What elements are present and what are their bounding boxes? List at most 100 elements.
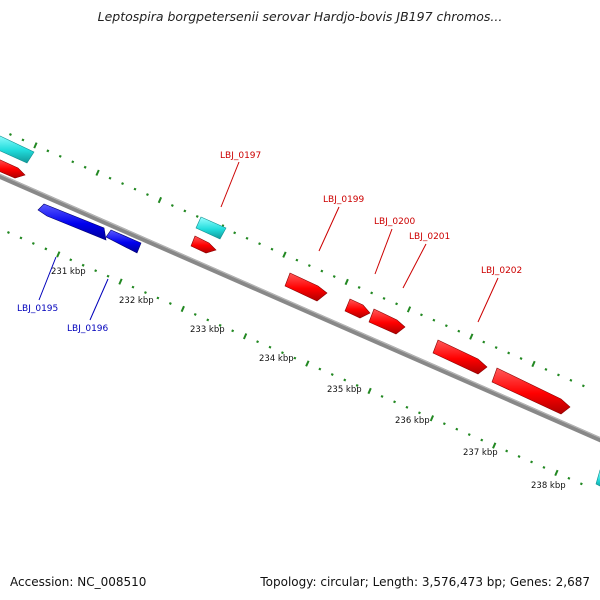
forward-cds-arrow[interactable] bbox=[0, 158, 26, 179]
gene-label-lbj-0201[interactable]: LBJ_0201 bbox=[409, 232, 450, 242]
major-tick bbox=[305, 360, 310, 367]
scale-label: 238 kbp bbox=[531, 481, 566, 491]
minor-tick bbox=[318, 367, 322, 371]
minor-tick bbox=[332, 275, 336, 278]
minor-tick bbox=[71, 160, 75, 164]
minor-tick bbox=[417, 411, 421, 415]
minor-tick bbox=[183, 209, 187, 213]
label-leaders bbox=[38, 161, 499, 323]
minor-tick bbox=[218, 323, 222, 327]
minor-tick bbox=[393, 400, 397, 404]
minor-tick bbox=[395, 302, 399, 306]
minor-tick bbox=[419, 313, 423, 317]
accession-text: Accession: NC_008510 bbox=[10, 575, 147, 589]
scale-labels: 231 kbp 232 kbp 233 kbp 234 kbp 235 kbp … bbox=[51, 267, 566, 491]
minor-tick bbox=[231, 329, 235, 333]
gene-label-lbj-0202[interactable]: LBJ_0202 bbox=[481, 266, 522, 276]
forward-cds-arrow[interactable] bbox=[491, 367, 571, 415]
rna-feature[interactable] bbox=[0, 134, 35, 164]
minor-tick bbox=[307, 264, 311, 268]
minor-tick bbox=[330, 373, 334, 376]
minor-tick bbox=[6, 231, 10, 234]
minor-tick bbox=[444, 324, 448, 328]
minor-tick bbox=[480, 438, 484, 442]
major-tick bbox=[242, 333, 248, 340]
major-tick bbox=[492, 442, 497, 449]
minor-tick bbox=[343, 378, 347, 382]
minor-tick bbox=[494, 346, 498, 350]
minor-tick bbox=[195, 214, 199, 218]
forward-cds-arrow[interactable] bbox=[284, 272, 328, 302]
minor-tick bbox=[46, 149, 50, 153]
minor-tick bbox=[8, 133, 12, 136]
minor-tick bbox=[69, 258, 73, 262]
leader-line bbox=[318, 206, 340, 252]
leader-line bbox=[220, 161, 240, 208]
minor-tick bbox=[405, 405, 409, 409]
leader-line bbox=[477, 277, 499, 323]
minor-tick bbox=[581, 384, 585, 388]
forward-cds-arrow[interactable] bbox=[190, 235, 217, 254]
minor-tick bbox=[544, 367, 548, 371]
forward-cds-arrow[interactable] bbox=[368, 308, 406, 335]
map-title: Leptospira borgpetersenii serovar Hardjo… bbox=[97, 9, 503, 24]
rna-feature[interactable] bbox=[595, 469, 600, 488]
scale-label: 232 kbp bbox=[119, 296, 154, 306]
major-tick bbox=[429, 415, 435, 422]
forward-cds-arrow[interactable] bbox=[432, 339, 488, 375]
gene-label-lbj-0195[interactable]: LBJ_0195 bbox=[17, 304, 58, 314]
rna-feature[interactable] bbox=[195, 216, 227, 240]
gene-label-lbj-0200[interactable]: LBJ_0200 bbox=[374, 217, 416, 227]
minor-tick bbox=[569, 378, 573, 382]
minor-tick bbox=[556, 373, 560, 377]
minor-tick bbox=[19, 236, 23, 240]
minor-tick bbox=[121, 182, 125, 186]
forward-cds-arrow[interactable] bbox=[344, 298, 371, 319]
minor-tick bbox=[206, 318, 210, 322]
gene-label-lbj-0197[interactable]: LBJ_0197 bbox=[220, 151, 261, 161]
minor-tick bbox=[357, 285, 361, 289]
major-tick bbox=[56, 251, 61, 258]
reverse-cds-arrow[interactable] bbox=[37, 203, 107, 241]
major-tick bbox=[118, 278, 123, 285]
minor-tick bbox=[233, 231, 237, 235]
minor-tick bbox=[355, 383, 359, 387]
major-tick bbox=[157, 196, 163, 204]
minor-tick bbox=[106, 274, 110, 278]
lower-tick-ring bbox=[6, 231, 583, 486]
minor-tick bbox=[145, 193, 149, 197]
minor-tick bbox=[268, 345, 272, 349]
major-tick bbox=[95, 169, 100, 176]
major-tick bbox=[469, 333, 474, 340]
minor-tick bbox=[21, 138, 25, 142]
major-tick bbox=[344, 278, 349, 286]
minor-tick bbox=[442, 422, 446, 426]
leader-line bbox=[89, 278, 109, 321]
gene-label-lbj-0196[interactable]: LBJ_0196 bbox=[67, 324, 109, 334]
minor-tick bbox=[133, 187, 137, 191]
gene-label-lbj-0199[interactable]: LBJ_0199 bbox=[323, 195, 365, 205]
leader-line bbox=[38, 256, 57, 301]
scale-label: 237 kbp bbox=[463, 448, 498, 458]
minor-tick bbox=[58, 154, 62, 158]
minor-tick bbox=[579, 482, 583, 486]
minor-tick bbox=[482, 340, 486, 344]
minor-tick bbox=[320, 269, 324, 273]
scale-label: 235 kbp bbox=[327, 385, 362, 395]
minor-tick bbox=[108, 176, 112, 180]
minor-tick bbox=[156, 296, 160, 300]
minor-tick bbox=[170, 204, 174, 207]
minor-tick bbox=[258, 242, 262, 246]
reverse-cds-arrow[interactable] bbox=[105, 229, 142, 254]
scale-label: 231 kbp bbox=[51, 267, 86, 277]
gene-labels: LBJ_0197 LBJ_0199 LBJ_0200 LBJ_0201 LBJ_… bbox=[17, 151, 522, 334]
major-tick bbox=[33, 142, 38, 149]
major-tick bbox=[531, 360, 536, 368]
scale-label: 233 kbp bbox=[190, 325, 225, 335]
minor-tick bbox=[432, 318, 436, 322]
minor-tick bbox=[370, 291, 374, 295]
minor-tick bbox=[295, 258, 299, 262]
major-tick bbox=[180, 305, 185, 313]
minor-tick bbox=[256, 340, 260, 344]
